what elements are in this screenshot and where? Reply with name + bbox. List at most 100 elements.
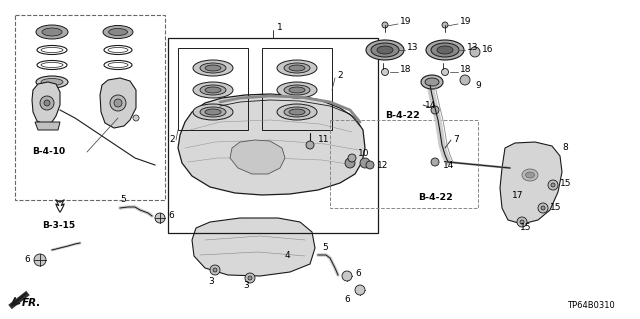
Circle shape bbox=[442, 69, 449, 76]
Text: 3: 3 bbox=[208, 277, 214, 286]
Circle shape bbox=[541, 206, 545, 210]
Polygon shape bbox=[192, 218, 315, 276]
Ellipse shape bbox=[377, 46, 393, 54]
Text: 16: 16 bbox=[482, 46, 493, 55]
Circle shape bbox=[517, 217, 527, 227]
Ellipse shape bbox=[284, 107, 310, 117]
Bar bbox=[168, 38, 378, 233]
Ellipse shape bbox=[205, 87, 221, 93]
Ellipse shape bbox=[42, 28, 62, 36]
Text: 19: 19 bbox=[460, 18, 472, 26]
Circle shape bbox=[360, 158, 370, 168]
Circle shape bbox=[342, 271, 352, 281]
Polygon shape bbox=[500, 142, 562, 224]
Text: 18: 18 bbox=[400, 65, 412, 75]
Ellipse shape bbox=[36, 25, 68, 39]
Polygon shape bbox=[35, 122, 60, 130]
Text: 5: 5 bbox=[120, 196, 125, 204]
Text: B-3-15: B-3-15 bbox=[42, 221, 75, 231]
Bar bbox=[178, 48, 248, 130]
Polygon shape bbox=[100, 78, 136, 128]
Text: 12: 12 bbox=[377, 160, 388, 169]
Circle shape bbox=[520, 220, 524, 224]
Circle shape bbox=[306, 141, 314, 149]
Text: B-4-22: B-4-22 bbox=[418, 194, 452, 203]
Circle shape bbox=[40, 96, 54, 110]
Circle shape bbox=[114, 99, 122, 107]
Ellipse shape bbox=[426, 40, 464, 60]
Text: 15: 15 bbox=[560, 179, 572, 188]
Text: 4: 4 bbox=[285, 250, 291, 259]
Ellipse shape bbox=[425, 78, 439, 86]
Text: 7: 7 bbox=[453, 136, 459, 145]
Circle shape bbox=[245, 273, 255, 283]
Circle shape bbox=[538, 203, 548, 213]
Ellipse shape bbox=[103, 26, 133, 39]
Circle shape bbox=[382, 22, 388, 28]
Circle shape bbox=[355, 285, 365, 295]
Ellipse shape bbox=[284, 85, 310, 95]
Ellipse shape bbox=[289, 87, 305, 93]
Circle shape bbox=[133, 115, 139, 121]
Text: B-4-10: B-4-10 bbox=[32, 147, 65, 157]
Text: 9: 9 bbox=[475, 80, 481, 90]
Ellipse shape bbox=[289, 65, 305, 71]
Ellipse shape bbox=[277, 104, 317, 120]
Text: 5: 5 bbox=[322, 243, 328, 253]
Circle shape bbox=[248, 276, 252, 280]
Polygon shape bbox=[178, 94, 365, 195]
Bar bbox=[15, 15, 165, 200]
Ellipse shape bbox=[522, 169, 538, 181]
Text: 17: 17 bbox=[512, 190, 524, 199]
Ellipse shape bbox=[431, 43, 459, 57]
Ellipse shape bbox=[36, 76, 68, 88]
Ellipse shape bbox=[205, 65, 221, 71]
Circle shape bbox=[381, 69, 388, 76]
Circle shape bbox=[551, 183, 555, 187]
Circle shape bbox=[210, 265, 220, 275]
Ellipse shape bbox=[109, 28, 127, 35]
Text: 6: 6 bbox=[344, 295, 350, 305]
Text: 14: 14 bbox=[425, 100, 436, 109]
Bar bbox=[330, 120, 478, 208]
Circle shape bbox=[345, 158, 355, 168]
Text: 2: 2 bbox=[170, 136, 175, 145]
Circle shape bbox=[34, 254, 46, 266]
Ellipse shape bbox=[284, 63, 310, 73]
Circle shape bbox=[470, 47, 480, 57]
Ellipse shape bbox=[366, 40, 404, 60]
Ellipse shape bbox=[200, 85, 226, 95]
Text: 6: 6 bbox=[168, 211, 173, 219]
Ellipse shape bbox=[277, 82, 317, 98]
Text: 1: 1 bbox=[277, 24, 283, 33]
Circle shape bbox=[431, 106, 439, 114]
Ellipse shape bbox=[421, 75, 443, 89]
Bar bbox=[262, 48, 332, 130]
Circle shape bbox=[348, 154, 356, 162]
Circle shape bbox=[155, 213, 165, 223]
Text: 8: 8 bbox=[562, 144, 568, 152]
Polygon shape bbox=[230, 140, 285, 174]
Ellipse shape bbox=[525, 172, 534, 178]
Text: TP64B0310: TP64B0310 bbox=[567, 301, 615, 310]
Circle shape bbox=[460, 75, 470, 85]
Text: 6: 6 bbox=[24, 256, 30, 264]
Text: 15: 15 bbox=[520, 224, 531, 233]
Text: 19: 19 bbox=[400, 18, 412, 26]
Text: 11: 11 bbox=[318, 136, 330, 145]
Ellipse shape bbox=[41, 78, 63, 85]
Text: B-4-22: B-4-22 bbox=[385, 112, 420, 121]
Ellipse shape bbox=[200, 107, 226, 117]
Ellipse shape bbox=[277, 60, 317, 76]
Ellipse shape bbox=[193, 60, 233, 76]
Text: 15: 15 bbox=[550, 204, 561, 212]
Ellipse shape bbox=[205, 109, 221, 115]
Ellipse shape bbox=[437, 46, 453, 54]
Ellipse shape bbox=[193, 104, 233, 120]
Text: 13: 13 bbox=[407, 42, 419, 51]
Text: 6: 6 bbox=[355, 269, 361, 278]
Text: 10: 10 bbox=[358, 149, 369, 158]
Circle shape bbox=[213, 268, 217, 272]
Circle shape bbox=[366, 161, 374, 169]
Circle shape bbox=[44, 100, 50, 106]
